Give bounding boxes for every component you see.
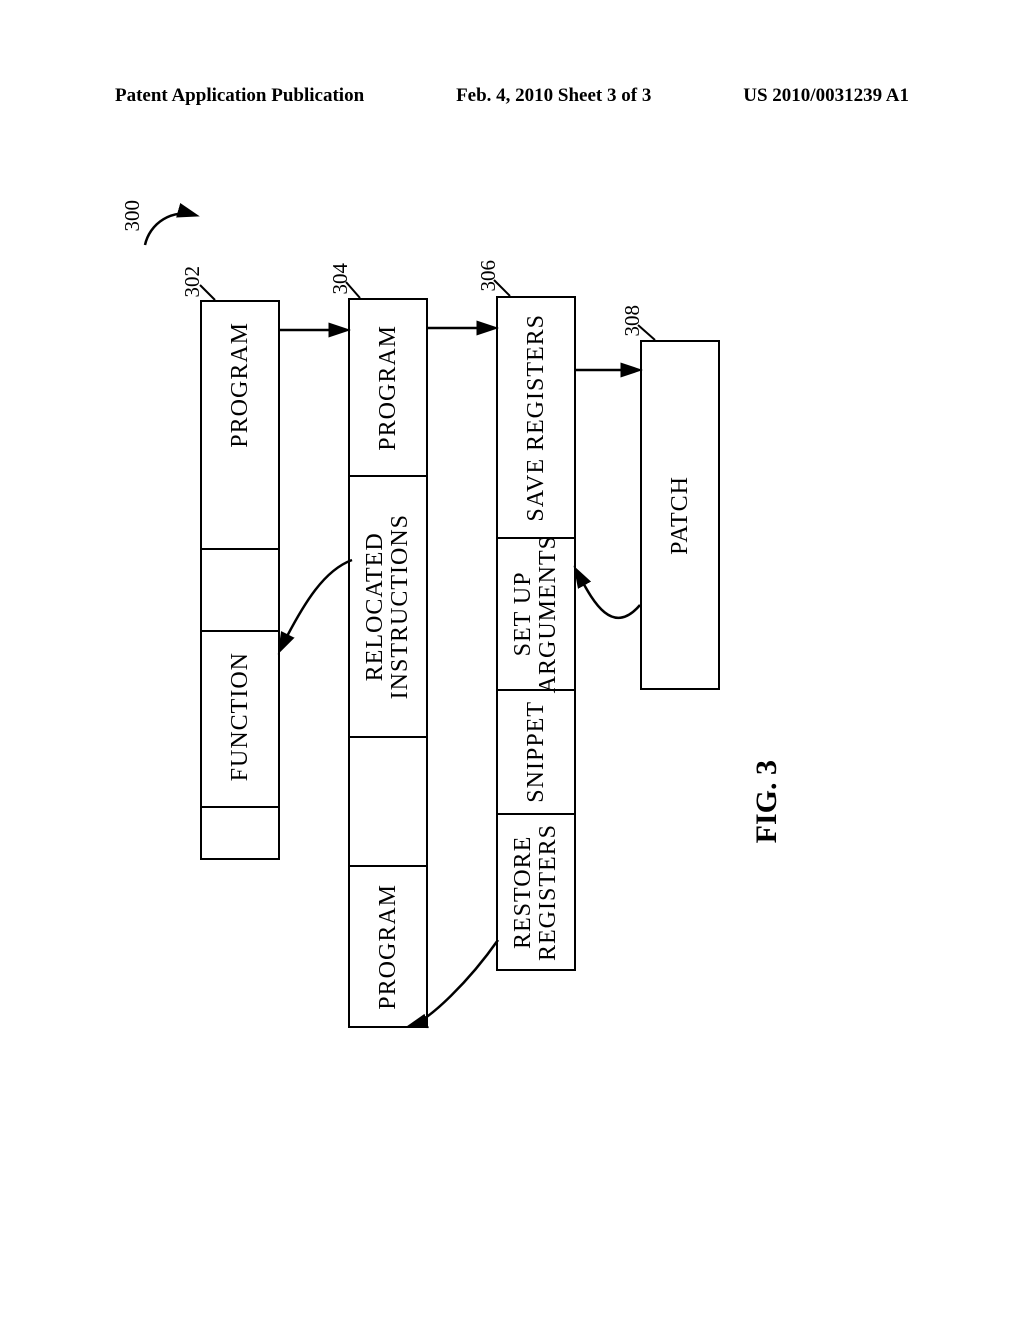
column-306: SAVE REGISTERS SET UPARGUMENTS SNIPPET REST… [496,296,576,971]
ref-label-306: 306 [476,260,501,292]
cell-label: SAVE REGISTERS [523,314,550,522]
arrow-a6 [280,560,352,650]
cell-label: PROGRAM [375,884,402,1010]
column-304: PROGRAM RELOCATEDINSTRUCTIONS PROGRAM [348,298,428,1028]
ref-label-304: 304 [328,263,353,295]
diagram: 300 PROGRAMFUNCTIONPROGRAMRELOCATEDINSTR… [140,200,840,1060]
cell-c304d: PROGRAM [350,867,426,1026]
ref-label-308: 308 [620,305,645,337]
cell-label: RESTOREREGISTERS [511,824,561,961]
ref-label-302: 302 [180,266,205,298]
cell-c304c [350,738,426,867]
cell-c302a: PROGRAM [202,302,278,550]
figure-caption: FIG. 3 [750,760,784,843]
cell-label: PROGRAM [227,322,254,448]
cell-c306c: SNIPPET [498,691,574,815]
cell-c304a: PROGRAM [350,300,426,477]
cell-label: PATCH [667,476,694,555]
column-302: PROGRAM FUNCTION [200,300,280,860]
header-left: Patent Application Publication [115,85,364,107]
arrow-a4 [576,570,640,618]
cell-c302d [202,808,278,858]
column-308: PATCH [640,340,720,690]
cell-c302b [202,550,278,629]
cell-label: PROGRAM [375,325,402,451]
cell-label: RELOCATEDINSTRUCTIONS [363,514,413,699]
cell-label: FUNCTION [227,652,254,781]
cell-label: SET UPARGUMENTS [511,535,561,693]
cell-c306d: RESTOREREGISTERS [498,815,574,969]
cell-c306a: SAVE REGISTERS [498,298,574,539]
page-header: Patent Application Publication Feb. 4, 2… [0,85,1024,107]
cell-c308a: PATCH [642,342,718,688]
cell-c302c: FUNCTION [202,630,278,809]
figure-main-label: 300 [120,200,145,232]
cell-c306b: SET UPARGUMENTS [498,539,574,691]
header-center: Feb. 4, 2010 Sheet 3 of 3 [456,85,651,107]
cell-c304b: RELOCATEDINSTRUCTIONS [350,477,426,738]
cell-label: SNIPPET [523,701,550,803]
header-right: US 2010/0031239 A1 [743,85,909,107]
